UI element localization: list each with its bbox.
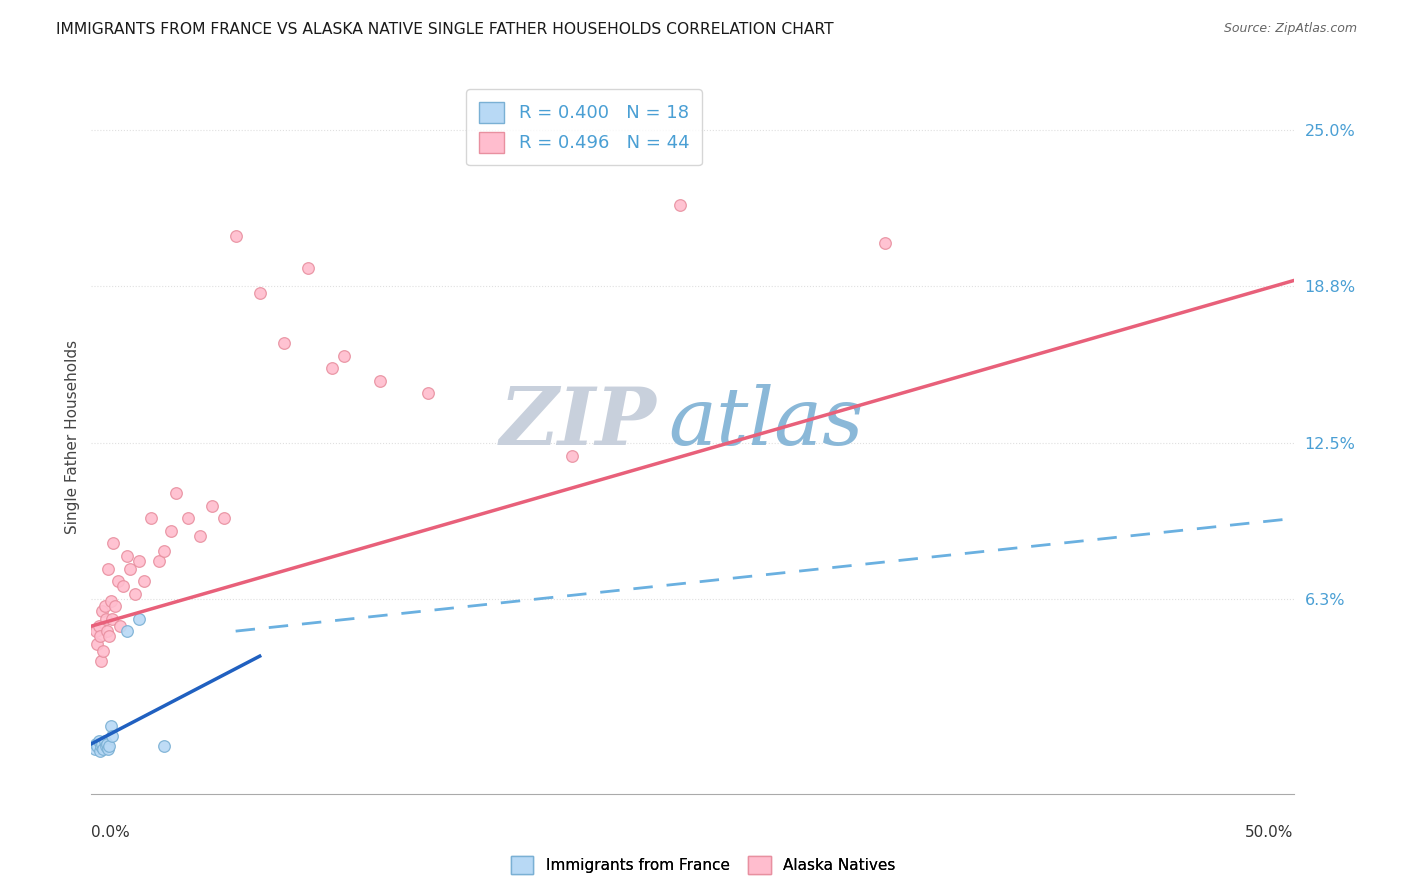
Point [128,554,150,568]
Point [84,741,107,756]
Point [118,561,141,575]
Point [86,637,108,651]
Point [111,579,134,593]
Point [188,529,211,543]
Point [93,734,115,748]
Point [124,586,146,600]
Point [669,198,692,212]
Point [87,734,110,748]
Point [159,524,181,538]
Point [87,619,110,633]
Point [273,336,295,351]
Point [416,386,439,401]
Point [152,544,174,558]
Point [94,739,117,754]
Point [128,612,150,626]
Point [297,261,319,276]
Point [101,536,124,550]
Point [200,499,222,513]
Point [97,741,120,756]
Point [321,361,343,376]
Point [93,644,115,658]
Point [141,511,163,525]
Point [97,561,120,575]
Text: 0.0%: 0.0% [91,825,131,840]
Point [225,228,247,243]
Point [368,374,391,388]
Point [89,629,111,643]
Text: Source: ZipAtlas.com: Source: ZipAtlas.com [1223,22,1357,36]
Point [93,741,115,756]
Y-axis label: Single Father Households: Single Father Households [65,340,80,534]
Point [152,739,174,754]
Point [84,737,107,751]
Point [212,511,235,525]
Point [96,737,118,751]
Point [86,739,108,754]
Point [249,286,271,301]
Point [90,739,112,754]
Point [98,739,121,754]
Point [91,604,114,618]
Point [165,486,187,500]
Point [117,624,139,639]
Point [100,719,122,733]
Point [94,612,117,626]
Point [176,511,198,525]
Text: 50.0%: 50.0% [1246,825,1294,840]
Point [561,449,583,463]
Point [100,594,122,608]
Point [93,599,115,613]
Legend: Immigrants from France, Alaska Natives: Immigrants from France, Alaska Natives [505,850,901,880]
Legend: R = 0.400   N = 18, R = 0.496   N = 44: R = 0.400 N = 18, R = 0.496 N = 44 [467,89,702,165]
Point [98,629,121,643]
Point [148,554,170,568]
Point [101,612,124,626]
Point [104,599,127,613]
Point [89,744,111,758]
Point [91,737,114,751]
Point [101,729,124,743]
Point [333,349,356,363]
Point [117,549,139,563]
Point [107,574,129,588]
Text: atlas: atlas [668,384,863,461]
Point [873,235,896,250]
Point [90,654,112,668]
Text: ZIP: ZIP [499,384,657,461]
Point [110,619,132,633]
Point [134,574,156,588]
Point [96,624,118,639]
Text: IMMIGRANTS FROM FRANCE VS ALASKA NATIVE SINGLE FATHER HOUSEHOLDS CORRELATION CHA: IMMIGRANTS FROM FRANCE VS ALASKA NATIVE … [56,22,834,37]
Point [84,624,107,639]
